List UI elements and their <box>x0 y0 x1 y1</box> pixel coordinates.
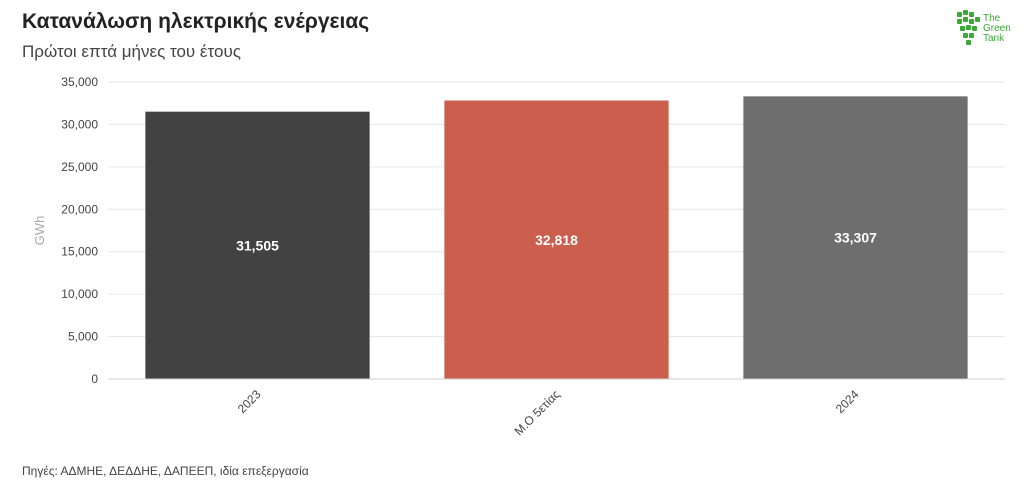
x-tick-label: 2024 <box>833 387 862 416</box>
source-note: Πηγές: ΑΔΜΗΕ, ΔΕΔΔΗΕ, ΔΑΠΕΕΠ, ιδία επεξε… <box>22 464 309 478</box>
chart-subtitle: Πρώτοι επτά μήνες του έτους <box>22 42 241 61</box>
y-tick-label: 25,000 <box>61 160 98 174</box>
bar <box>743 96 968 379</box>
x-tick-label: Μ.Ο 5ετίας <box>512 387 563 438</box>
y-axis-label: GWh <box>32 216 47 246</box>
bar-value-label: 33,307 <box>834 230 877 246</box>
y-tick-label: 35,000 <box>61 75 98 89</box>
y-tick-label: 30,000 <box>61 117 98 131</box>
logo-text: The Green Tank <box>983 14 1011 44</box>
logo-line-2: Green <box>983 23 1011 34</box>
bar <box>444 100 669 379</box>
leaf-logo-icon <box>957 10 980 45</box>
y-tick-label: 0 <box>91 372 98 386</box>
bar <box>145 111 370 380</box>
bar-value-label: 32,818 <box>535 232 578 248</box>
y-tick-label: 5,000 <box>68 330 98 344</box>
logo-line-3: Tank <box>983 33 1005 44</box>
y-tick-label: 15,000 <box>61 245 98 259</box>
green-tank-logo: The Green Tank <box>955 8 1015 52</box>
bar-value-label: 31,505 <box>236 237 279 253</box>
chart-title: Κατανάλωση ηλεκτρικής ενέργειας <box>22 10 370 33</box>
x-tick-label: 2023 <box>235 387 264 416</box>
y-tick-label: 20,000 <box>61 202 98 216</box>
logo-line-1: The <box>983 13 1001 24</box>
y-tick-label: 10,000 <box>61 287 98 301</box>
